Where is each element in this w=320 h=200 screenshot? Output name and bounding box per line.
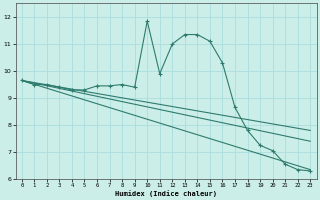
X-axis label: Humidex (Indice chaleur): Humidex (Indice chaleur) bbox=[115, 190, 217, 197]
